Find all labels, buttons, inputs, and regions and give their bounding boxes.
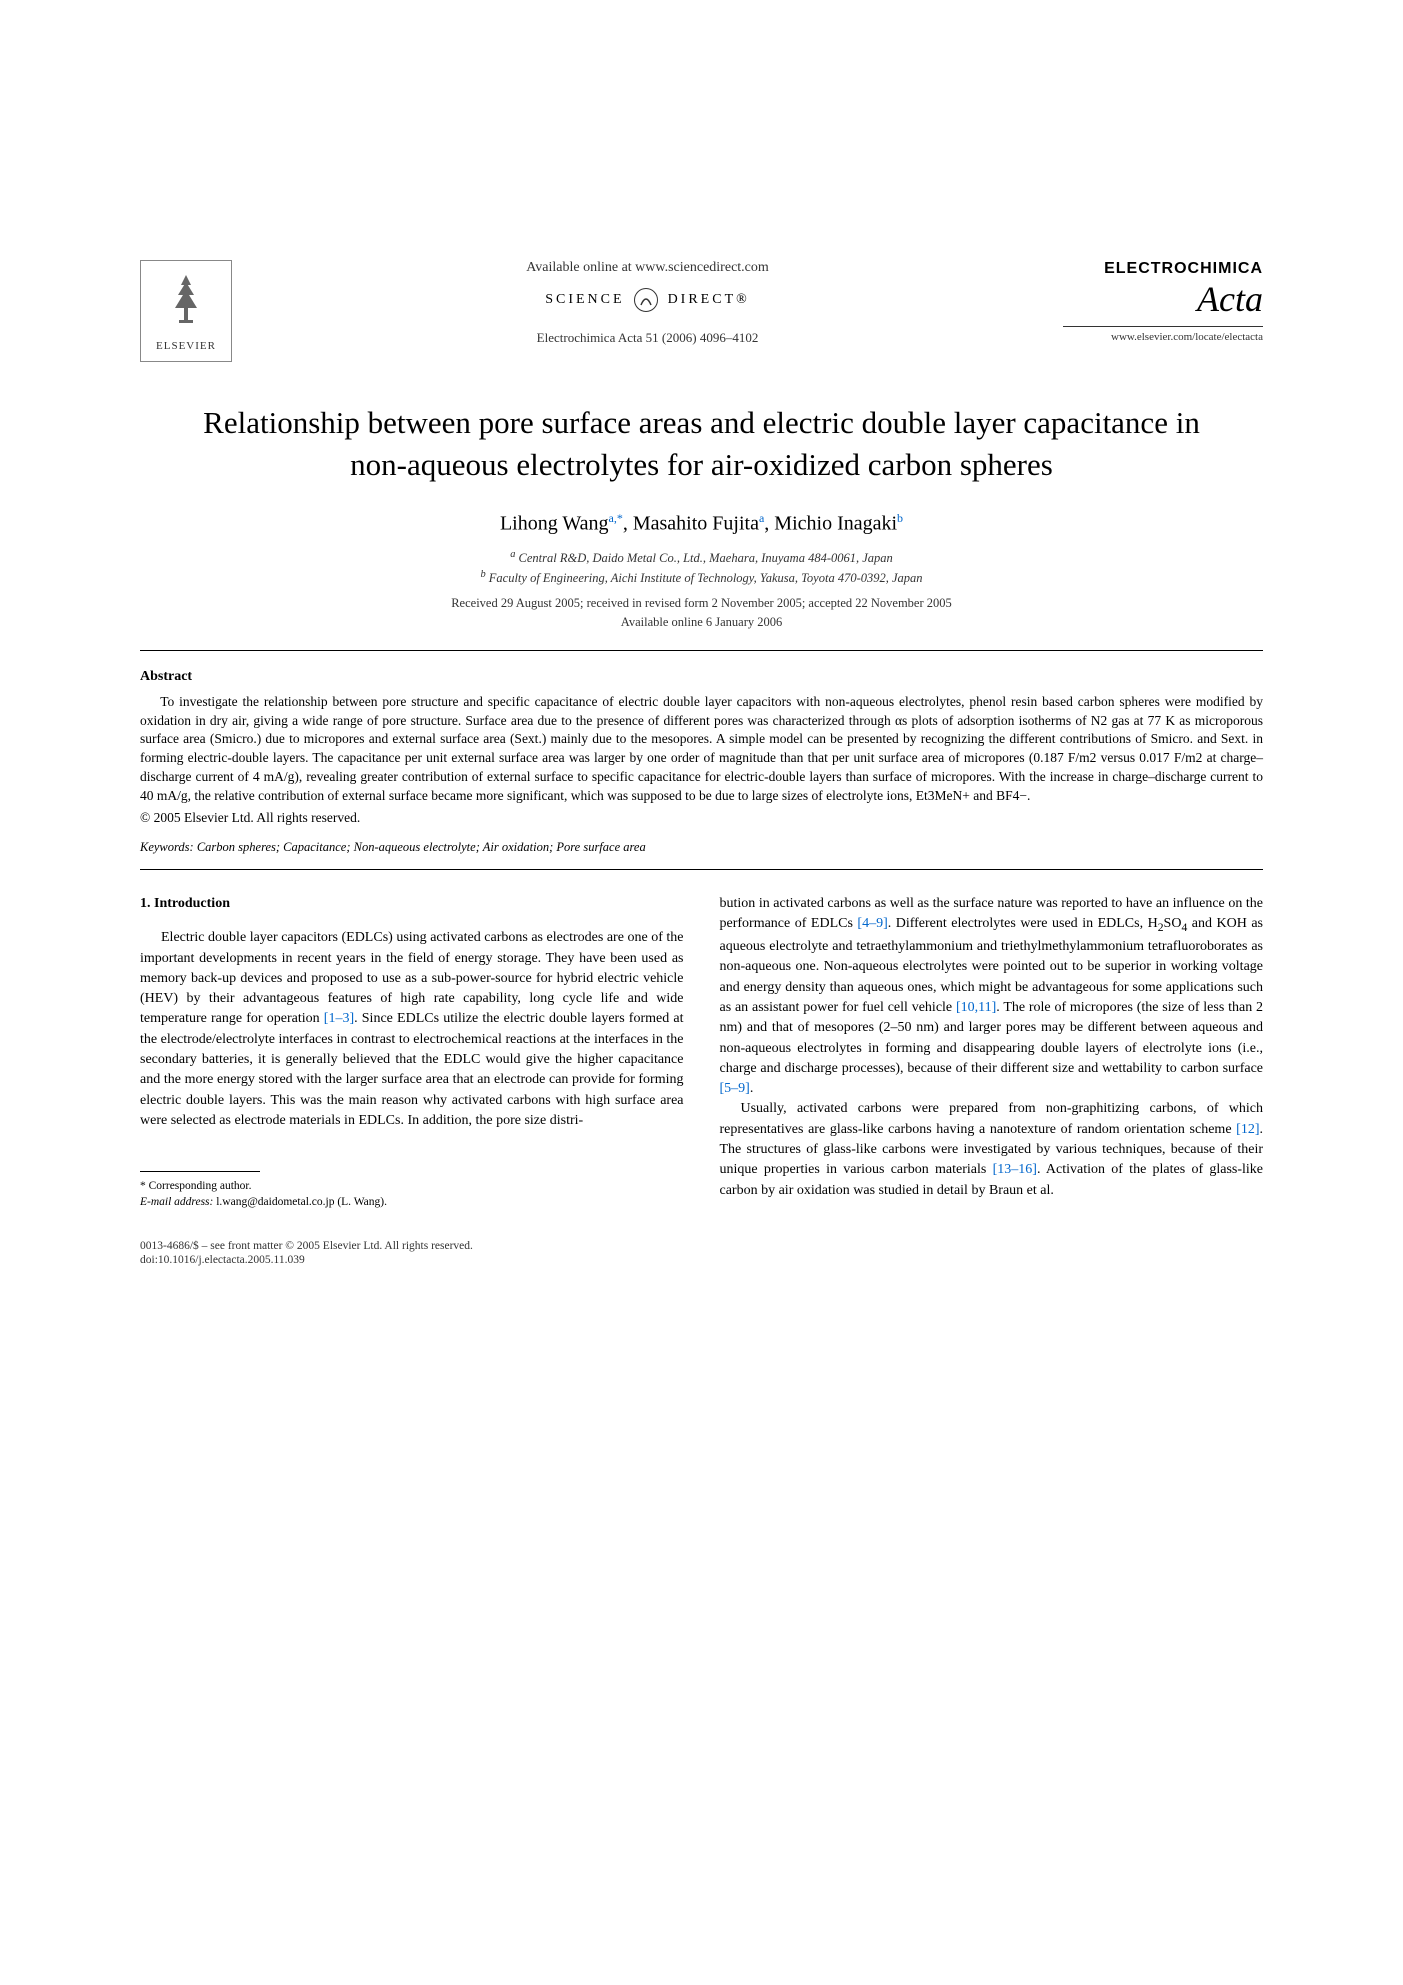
footnote-corresponding: * Corresponding author. <box>140 1178 684 1194</box>
divider-top <box>140 650 1263 651</box>
affiliation-a: a Central R&D, Daido Metal Co., Ltd., Ma… <box>140 549 1263 566</box>
col2-para1: bution in activated carbons as well as t… <box>720 894 1264 1099</box>
abstract-body: To investigate the relationship between … <box>140 693 1263 806</box>
footer-issn-line: 0013-4686/$ – see front matter © 2005 El… <box>140 1240 1263 1252</box>
journal-script-name: Acta <box>1063 278 1263 320</box>
keywords-line: Keywords: Carbon spheres; Capacitance; N… <box>140 840 1263 855</box>
science-direct-icon <box>634 288 658 312</box>
affil-b-text: Faculty of Engineering, Aichi Institute … <box>489 571 923 585</box>
journal-box: ELECTROCHIMICA Acta www.elsevier.com/loc… <box>1063 260 1263 343</box>
ref-link-4-9[interactable]: [4–9] <box>857 916 887 931</box>
ref-link-5-9[interactable]: [5–9] <box>720 1081 750 1096</box>
available-online-date: Available online 6 January 2006 <box>140 615 1263 630</box>
author-3: Michio Inagaki <box>774 512 897 534</box>
affil-a-text: Central R&D, Daido Metal Co., Ltd., Maeh… <box>519 552 893 566</box>
publisher-name: ELSEVIER <box>156 340 216 352</box>
available-online-text: Available online at www.sciencedirect.co… <box>252 260 1043 276</box>
author-1: Lihong Wang <box>500 512 609 534</box>
author-2-sup[interactable]: a <box>759 511 764 525</box>
author-2: Masahito Fujita <box>633 512 759 534</box>
publisher-logo: ELSEVIER <box>140 260 232 362</box>
column-left: 1. Introduction Electric double layer ca… <box>140 894 684 1210</box>
sd-word2: DIRECT® <box>668 292 750 307</box>
article-dates: Received 29 August 2005; received in rev… <box>140 596 1263 611</box>
ref-link-1-3[interactable]: [1–3] <box>324 1011 354 1026</box>
col2-para2: Usually, activated carbons were prepared… <box>720 1099 1264 1200</box>
section-1-heading: 1. Introduction <box>140 894 684 914</box>
journal-name: ELECTROCHIMICA <box>1063 260 1263 278</box>
abstract-heading: Abstract <box>140 669 1263 685</box>
journal-url: www.elsevier.com/locate/electacta <box>1063 326 1263 343</box>
divider-bottom <box>140 869 1263 870</box>
abstract-text: To investigate the relationship between … <box>140 693 1263 806</box>
header-row: ELSEVIER Available online at www.science… <box>140 260 1263 362</box>
footnote-email: E-mail address: l.wang@daidometal.co.jp … <box>140 1194 684 1210</box>
center-header: Available online at www.sciencedirect.co… <box>232 260 1063 346</box>
email-address: l.wang@daidometal.co.jp (L. Wang). <box>216 1196 387 1208</box>
keywords-text: Carbon spheres; Capacitance; Non-aqueous… <box>197 840 646 854</box>
journal-citation: Electrochimica Acta 51 (2006) 4096–4102 <box>252 330 1043 346</box>
col1-para1: Electric double layer capacitors (EDLCs)… <box>140 928 684 1131</box>
copyright-line: © 2005 Elsevier Ltd. All rights reserved… <box>140 810 1263 826</box>
footer-doi-line: doi:10.1016/j.electacta.2005.11.039 <box>140 1254 1263 1266</box>
ref-link-12[interactable]: [12] <box>1236 1122 1259 1137</box>
author-1-sup[interactable]: a,* <box>609 511 623 525</box>
footnote-divider <box>140 1171 260 1172</box>
ref-link-10-11[interactable]: [10,11] <box>956 1000 996 1015</box>
affiliation-b: b Faculty of Engineering, Aichi Institut… <box>140 569 1263 586</box>
elsevier-tree-icon <box>161 270 211 340</box>
page-container: ELSEVIER Available online at www.science… <box>0 0 1403 1346</box>
column-right: bution in activated carbons as well as t… <box>720 894 1264 1210</box>
science-direct-text: SCIENCE DIRECT® <box>252 288 1043 312</box>
body-columns: 1. Introduction Electric double layer ca… <box>140 894 1263 1210</box>
keywords-label: Keywords: <box>140 840 194 854</box>
sd-word1: SCIENCE <box>545 292 624 307</box>
email-label: E-mail address: <box>140 1196 213 1208</box>
authors-line: Lihong Wanga,*, Masahito Fujitaa, Michio… <box>140 511 1263 536</box>
author-3-sup[interactable]: b <box>897 511 903 525</box>
article-title: Relationship between pore surface areas … <box>200 402 1203 486</box>
ref-link-13-16[interactable]: [13–16] <box>993 1162 1037 1177</box>
